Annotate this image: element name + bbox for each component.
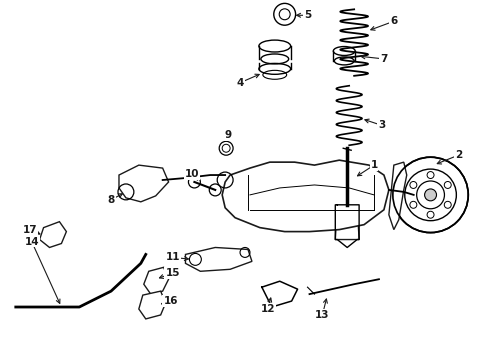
Polygon shape [389, 162, 407, 230]
Text: 4: 4 [236, 78, 244, 88]
Text: 9: 9 [224, 130, 232, 140]
Circle shape [393, 157, 468, 233]
Polygon shape [222, 160, 389, 231]
Text: 10: 10 [185, 169, 199, 179]
Text: 12: 12 [261, 304, 275, 314]
Text: 11: 11 [165, 252, 180, 262]
Text: 7: 7 [380, 54, 388, 64]
Text: 15: 15 [165, 268, 180, 278]
Text: 5: 5 [304, 10, 311, 20]
Text: 8: 8 [107, 195, 115, 205]
Polygon shape [144, 267, 169, 294]
Text: 16: 16 [163, 296, 178, 306]
Polygon shape [139, 291, 166, 319]
Text: 3: 3 [378, 121, 386, 130]
Polygon shape [40, 222, 66, 247]
Polygon shape [119, 165, 169, 202]
Polygon shape [335, 205, 359, 239]
Text: 17: 17 [23, 225, 37, 235]
Text: 1: 1 [370, 160, 378, 170]
Text: 2: 2 [455, 150, 462, 160]
Text: 14: 14 [24, 237, 39, 247]
Text: 6: 6 [390, 16, 397, 26]
Polygon shape [185, 247, 252, 271]
Text: 13: 13 [315, 310, 330, 320]
Circle shape [425, 189, 437, 201]
